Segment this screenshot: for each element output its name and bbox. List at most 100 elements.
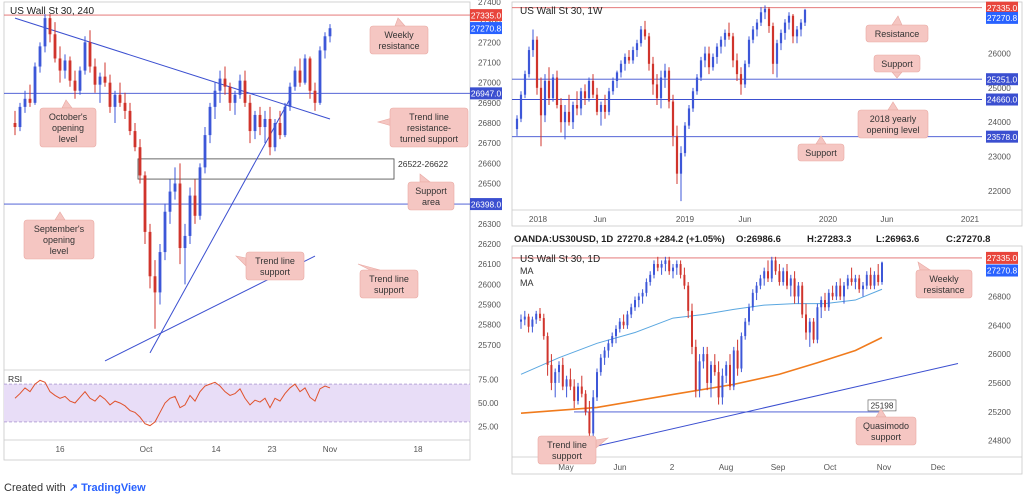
d1-candle-body — [850, 278, 853, 283]
w1-x-tick: 2018 — [529, 215, 548, 224]
d1-candle-body — [584, 393, 587, 412]
h4-candle-body — [138, 147, 142, 176]
w1-candle-body — [567, 111, 571, 123]
h4-candle-body — [263, 118, 267, 128]
w1-candle-body — [719, 39, 723, 47]
d1-candle-body — [729, 364, 731, 387]
h4-tag-september: 26398.0 — [471, 199, 502, 209]
w1-frame — [511, 1, 1023, 227]
w1-candle-body — [515, 118, 519, 130]
w1-candle-body — [623, 56, 627, 64]
w1-y-tick: 22000 — [988, 187, 1011, 196]
d1-candle-body — [698, 361, 701, 391]
h4-y-tick: 27400 — [478, 0, 501, 7]
w1-tag-25251-bg — [986, 73, 1018, 86]
h4-candle-body — [68, 60, 72, 81]
h4-candle-body — [248, 102, 252, 132]
d1-candle-body — [763, 271, 766, 279]
h4-callout-support-area-line: Support — [415, 186, 447, 196]
d1-candle-body — [622, 321, 625, 326]
d1-candle-body — [683, 274, 686, 286]
d1-x-tick: Sep — [771, 463, 786, 472]
h4-candle-body — [128, 110, 132, 132]
d1-candle-body — [664, 260, 667, 265]
w1-candle-body — [531, 39, 535, 51]
d1-candle-body — [641, 292, 644, 297]
d1-candle-body — [691, 310, 693, 347]
h4-candle-body — [288, 86, 292, 107]
d1-candle-body — [869, 274, 872, 286]
h4-candle-body — [58, 58, 62, 71]
h4-y-tick: 26900 — [478, 99, 501, 108]
d1-candle-body — [542, 318, 545, 337]
h4-candle-body — [113, 94, 117, 107]
d1-y-tick: 26000 — [988, 350, 1011, 359]
h4-candle-body — [168, 191, 172, 212]
d1-header-low: L:26963.6 — [876, 234, 919, 245]
d1-candle-body — [843, 285, 845, 297]
w1-candle-body — [699, 60, 703, 78]
d1-candle-body — [846, 278, 849, 286]
h4-candle-body — [38, 46, 42, 67]
d1-candle-body — [732, 350, 735, 387]
w1-candle-body — [751, 29, 755, 40]
h4-y-tick: 27200 — [478, 38, 501, 47]
w1-callout-support-2: Support — [797, 135, 845, 162]
w1-candle-body — [587, 80, 591, 99]
d1-candle-body — [649, 274, 652, 283]
h4-candle-body — [13, 123, 17, 128]
w1-candle-body — [703, 53, 707, 61]
h4-y-tick: 26200 — [478, 240, 501, 249]
h4-y-tick: 26800 — [478, 119, 501, 128]
h4-candle-body — [103, 76, 107, 83]
d1-candle-body — [827, 292, 830, 308]
w1-y-tick: 23000 — [988, 153, 1011, 162]
w1-candle-body — [579, 91, 583, 109]
d1-candle-body — [603, 350, 606, 358]
w1-tag-current: 27270.8 — [987, 13, 1018, 23]
d1-candle-body — [767, 271, 769, 279]
h4-zone-label: 26522-26622 — [398, 159, 448, 169]
w1-candle-body — [755, 22, 759, 30]
d1-candle-body — [615, 328, 617, 337]
d1-candle-body — [759, 278, 762, 286]
w1-x-tick: Jun — [880, 215, 894, 224]
w1-candle-body — [539, 87, 543, 116]
w1-candle-body — [695, 77, 699, 92]
w1-candle-body — [563, 111, 567, 123]
h4-candle-body — [73, 80, 77, 91]
d1-candle-body — [653, 264, 655, 275]
h4-candle-body — [183, 235, 187, 249]
d1-trendline — [589, 362, 959, 449]
w1-candle-body — [679, 153, 683, 174]
w1-candle-body — [543, 80, 547, 116]
w1-candle-body — [547, 80, 551, 99]
h4-callout-october-open-line: opening — [52, 123, 84, 133]
d1-candle-body — [706, 354, 709, 383]
h4-x-tick: 18 — [413, 445, 423, 454]
d1-candle-body — [599, 357, 602, 373]
d1-tag-resistance-bg — [986, 251, 1018, 264]
w1-x-tick: 2019 — [676, 215, 695, 224]
d1-candle-body — [797, 285, 800, 297]
h4-candle-body — [33, 66, 37, 103]
d1-tag-resistance: 27335.0 — [987, 253, 1018, 263]
d1-x-tick: May — [558, 463, 574, 472]
h4-candle-body — [318, 50, 322, 103]
w1-callout-resistance-line: Resistance — [875, 29, 920, 39]
d1-callout-quasimodo-line: support — [871, 432, 902, 442]
h4-candle-body — [23, 98, 27, 107]
d1-candle-body — [793, 278, 796, 297]
h4-rsi-band — [4, 384, 470, 422]
d1-candle-body — [546, 336, 549, 365]
h4-callout-support-area-line: area — [422, 197, 440, 207]
d1-candle-body — [774, 260, 777, 272]
w1-panel: 220002300024000250002600027000US Wall St… — [511, 1, 1023, 227]
w1-candle-body — [647, 36, 651, 64]
d1-candle-body — [865, 274, 868, 286]
h4-callout-support-area-box — [407, 181, 455, 211]
d1-candle-body — [710, 364, 712, 383]
h4-candle-body — [88, 42, 92, 67]
